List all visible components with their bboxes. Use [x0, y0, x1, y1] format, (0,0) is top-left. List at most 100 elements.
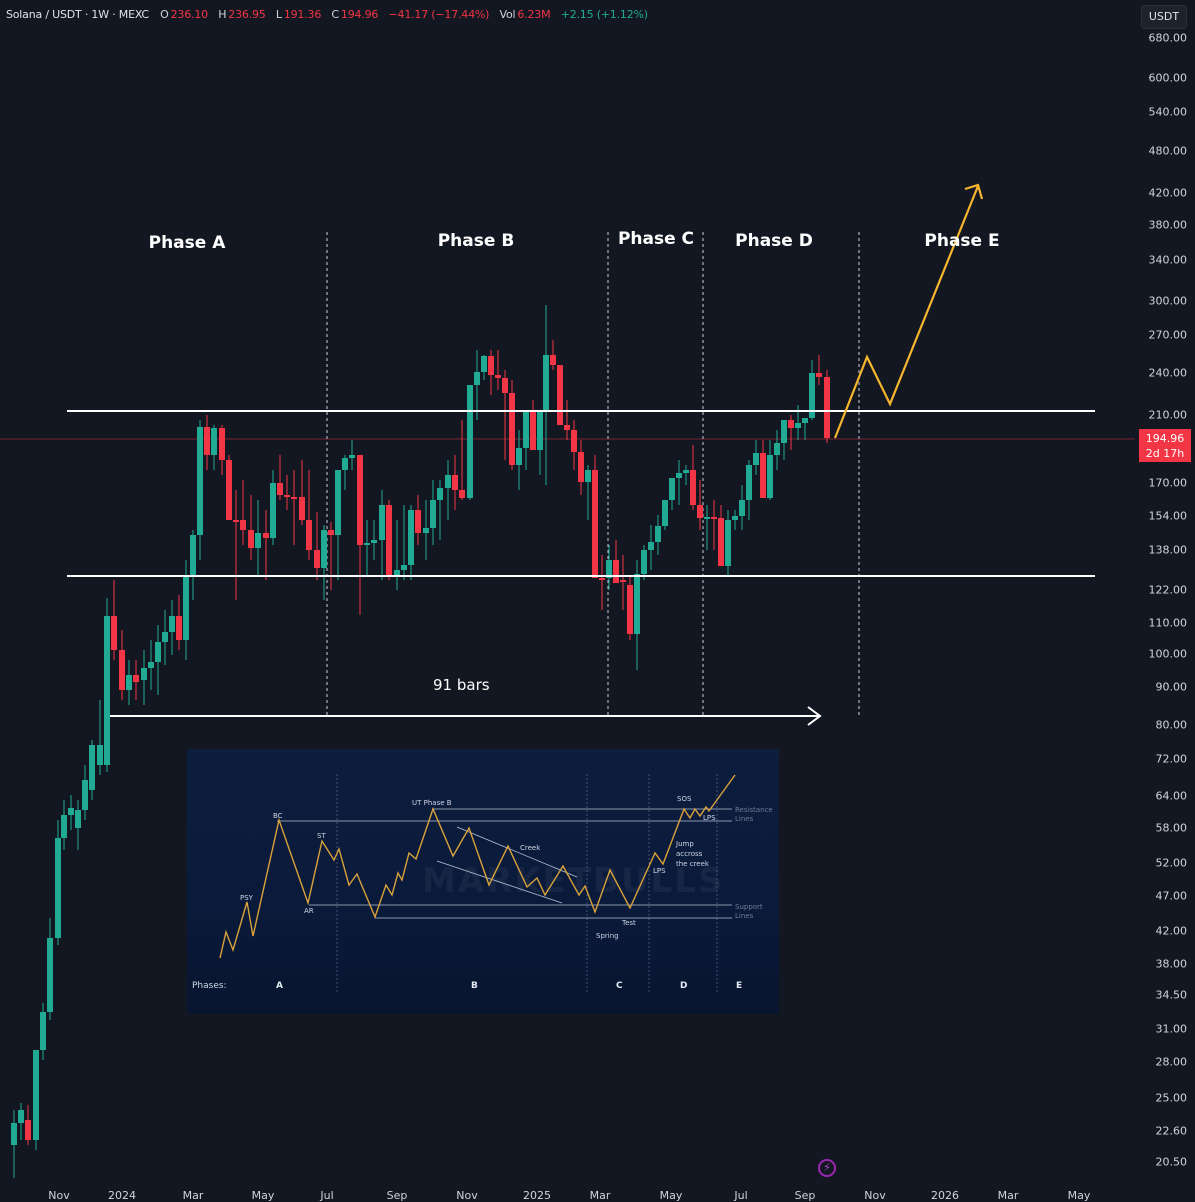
candle-body	[467, 385, 473, 498]
time-tick: Sep	[386, 1189, 408, 1202]
inset-phase-letter: C	[616, 981, 623, 991]
candle-body	[718, 518, 724, 566]
inset-side-label: Resistance	[735, 806, 773, 814]
candle-body	[233, 520, 239, 522]
candle-body	[328, 530, 334, 535]
inset-label: Jump	[676, 840, 694, 848]
time-tick: Jul	[734, 1189, 748, 1202]
candle-body	[11, 1123, 17, 1145]
candle-body	[342, 458, 348, 470]
candle-body	[578, 452, 584, 482]
volume-label: Vol	[499, 8, 516, 21]
candle-body	[291, 497, 297, 499]
candle-body	[183, 576, 189, 640]
candle-body	[33, 1050, 39, 1140]
candle-body	[543, 355, 549, 410]
price-tick: 210.00	[1148, 408, 1188, 422]
candle-body	[47, 938, 53, 1012]
candle-body	[760, 453, 766, 498]
time-tick: May	[1067, 1189, 1091, 1202]
inset-side-label: Lines	[735, 815, 754, 823]
bar-countdown: 2d 17h	[1145, 447, 1185, 460]
current-price-value: 194.96	[1145, 432, 1185, 445]
price-axis[interactable]: USDT 680.00 600.00 540.00 480.00 420.00 380.0…	[1135, 0, 1195, 1200]
price-tick: 20.50	[1155, 1155, 1188, 1169]
candle-body	[89, 745, 95, 790]
candle-body	[550, 355, 556, 365]
time-tick: Nov	[48, 1189, 70, 1202]
candle-body	[662, 500, 668, 526]
candle-body	[148, 662, 154, 668]
inset-label: accross	[676, 850, 703, 858]
candle-body	[767, 455, 773, 498]
candle-body	[277, 483, 283, 495]
inset-side-label: Lines	[735, 912, 754, 920]
phase-label: Phase A	[148, 233, 226, 253]
price-tick: 28.00	[1155, 1055, 1188, 1069]
price-tick: 100.00	[1148, 647, 1188, 661]
wyckoff-schematic	[219, 774, 736, 994]
volume-change: +2.15 (+1.12%)	[560, 8, 648, 21]
candle-body	[634, 574, 640, 634]
candle-body	[641, 550, 647, 574]
candle-body	[133, 675, 139, 682]
time-tick: Sep	[794, 1189, 816, 1202]
candle-body	[55, 838, 61, 938]
symbol-legend[interactable]: Solana / USDT · 1W · MEXC O 236.10 H 236.9…	[6, 8, 650, 21]
candle-body	[263, 533, 269, 538]
current-price-badge: 194.96 2d 17h	[1139, 429, 1191, 462]
projection-arrow[interactable]	[833, 183, 984, 439]
candle-body	[386, 505, 392, 575]
candle-body	[530, 412, 536, 450]
candle-body	[816, 373, 822, 377]
candle-body	[40, 1012, 46, 1050]
candle-body	[226, 460, 232, 520]
candle-body	[495, 375, 501, 378]
low-value: 191.36	[283, 8, 322, 21]
candle-body	[111, 616, 117, 650]
candle-body	[509, 393, 515, 465]
candle-body	[669, 478, 675, 500]
candle-body	[82, 780, 88, 810]
time-tick: 2025	[523, 1189, 551, 1202]
candle-body	[18, 1110, 24, 1123]
candle-body	[627, 585, 633, 634]
candle-body	[25, 1120, 31, 1140]
phases-caption: Phases:	[192, 981, 227, 991]
inset-label: Test	[622, 919, 636, 927]
inset-label: Creek	[520, 844, 541, 852]
high-label: H	[218, 8, 227, 21]
symbol-title[interactable]: Solana / USDT · 1W · MEXC	[6, 8, 149, 21]
price-tick: 25.00	[1155, 1091, 1188, 1105]
candle-body	[270, 483, 276, 538]
candle-body	[516, 448, 522, 465]
price-tick: 122.00	[1148, 583, 1188, 597]
price-tick: 22.60	[1155, 1124, 1188, 1138]
candle-body	[592, 470, 598, 578]
bars-measure-arrow[interactable]	[110, 706, 822, 726]
time-tick: May	[659, 1189, 683, 1202]
candle-body	[739, 500, 745, 516]
candle-body	[564, 425, 570, 430]
candle-body	[481, 356, 487, 372]
inset-label: PSY	[240, 894, 253, 902]
close-value: 194.96	[340, 8, 379, 21]
currency-button[interactable]: USDT	[1141, 5, 1187, 29]
candle-body	[774, 443, 780, 455]
candle-body	[176, 616, 182, 640]
candle-body	[97, 745, 103, 765]
candle-body	[585, 470, 591, 482]
price-tick: 47.00	[1155, 889, 1188, 903]
candle-body	[606, 560, 612, 578]
price-tick: 300.00	[1148, 294, 1188, 308]
open-label: O	[160, 8, 169, 21]
inset-phase-letter: E	[736, 981, 743, 991]
candle-body	[155, 642, 161, 662]
candle-body	[401, 565, 407, 570]
lightning-icon[interactable]: ⚡	[818, 1159, 836, 1177]
candle-body	[190, 535, 196, 576]
candle-body	[284, 495, 290, 497]
candle-body	[704, 517, 710, 519]
candle-body	[537, 410, 543, 450]
